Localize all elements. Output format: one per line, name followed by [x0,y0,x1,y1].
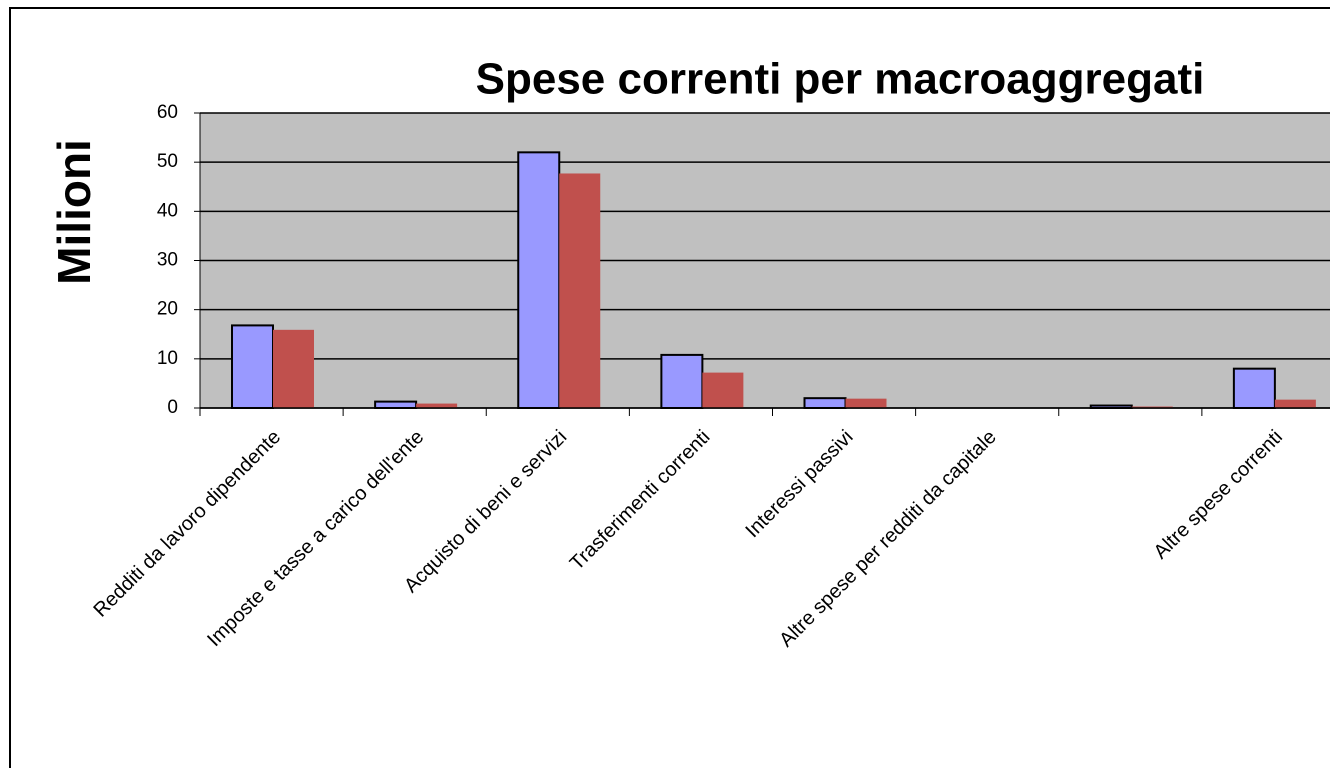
bar [803,397,847,409]
y-tick-label: 60 [157,102,178,123]
bar [1274,399,1316,408]
y-tick-label: 40 [157,200,178,221]
bar [374,400,418,410]
bar [660,353,704,409]
y-tick-label: 30 [157,250,178,271]
bar [702,372,744,408]
bar [517,151,561,409]
bar [416,403,458,408]
bar [845,398,887,408]
y-tick-label: 50 [157,151,178,172]
bar [1232,367,1276,409]
y-tick-label: 0 [167,397,178,418]
bar [559,173,601,408]
y-axis-label: Milioni [48,139,100,285]
bar [231,324,274,409]
y-tick-label: 10 [157,348,178,369]
chart-title: Spese correnti per macroaggregati [476,55,1205,104]
y-tick-label: 20 [157,299,178,320]
bar [273,329,314,408]
